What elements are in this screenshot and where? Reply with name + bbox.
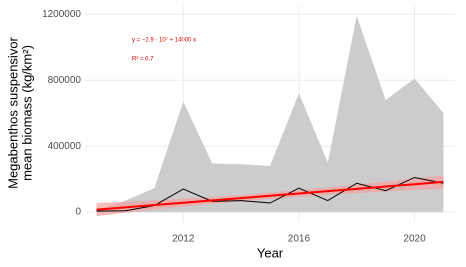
equation: y = −2.9 · 10⁷ + 14000 x — [132, 37, 196, 44]
y-tick-label: 800000 — [48, 75, 82, 86]
r-squared: R² = 0.7 — [132, 57, 154, 63]
x-tick-label: 2020 — [403, 234, 426, 245]
trend-line — [96, 180, 444, 211]
x-axis-title: Year — [257, 245, 284, 260]
x-tick-label: 2012 — [172, 234, 195, 245]
ribbon — [96, 15, 444, 213]
y-axis-title: mean biomass (kg/km²) — [19, 45, 34, 181]
x-tick-label: 2016 — [288, 234, 311, 245]
y-tick-label: 0 — [75, 207, 81, 218]
y-tick-label: 1200000 — [42, 9, 81, 20]
y-tick-label: 400000 — [48, 141, 82, 152]
y-axis-title: Megabenthos suspensivor — [5, 36, 20, 188]
